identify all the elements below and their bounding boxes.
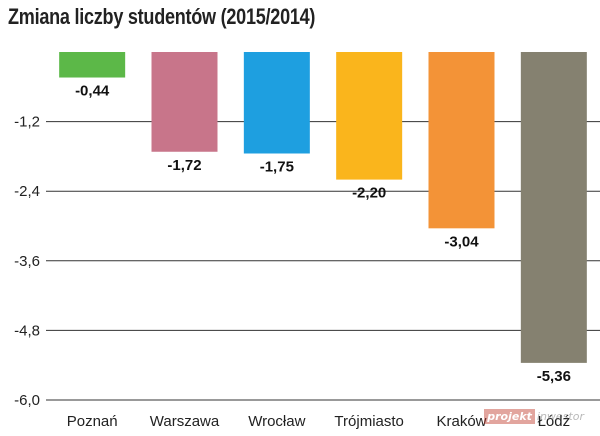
bar bbox=[428, 52, 495, 229]
data-label: -0,44 bbox=[75, 83, 110, 100]
category-label: Poznań bbox=[67, 413, 118, 430]
y-tick-label: -3,6 bbox=[14, 253, 40, 270]
category-label: Trójmiasto bbox=[334, 413, 403, 430]
watermark-right: inwestor bbox=[536, 410, 584, 423]
bar bbox=[520, 52, 587, 363]
data-label: -2,20 bbox=[352, 185, 386, 202]
bar bbox=[336, 52, 403, 180]
bar bbox=[151, 52, 218, 152]
category-label: Warszawa bbox=[150, 413, 220, 430]
watermark-left: projekt bbox=[484, 409, 535, 424]
watermark-logo: projekt inwestor bbox=[484, 409, 584, 424]
chart-title: Zmiana liczby studentów (2015/2014) bbox=[8, 4, 316, 29]
y-tick-label: -6,0 bbox=[14, 392, 40, 409]
data-label: -5,36 bbox=[537, 368, 571, 385]
data-label: -1,75 bbox=[260, 159, 294, 176]
data-label: -3,04 bbox=[444, 233, 479, 250]
data-label: -1,72 bbox=[167, 157, 201, 174]
label-layer: -1,2 -2,4 -3,6 -4,8 -6,0 -0,44 Poznań -1,72 Wars… bbox=[14, 83, 571, 430]
bar bbox=[243, 52, 310, 154]
y-tick-label: -1,2 bbox=[14, 114, 40, 131]
category-label: Łódź bbox=[538, 413, 571, 430]
y-tick-label: -2,4 bbox=[14, 183, 40, 200]
grid-layer bbox=[46, 121, 600, 401]
y-tick-label: -4,8 bbox=[14, 322, 40, 339]
bar-layer bbox=[59, 52, 587, 363]
bar bbox=[59, 52, 126, 78]
category-label: Wrocław bbox=[248, 413, 305, 430]
category-label: Kraków bbox=[436, 413, 486, 430]
